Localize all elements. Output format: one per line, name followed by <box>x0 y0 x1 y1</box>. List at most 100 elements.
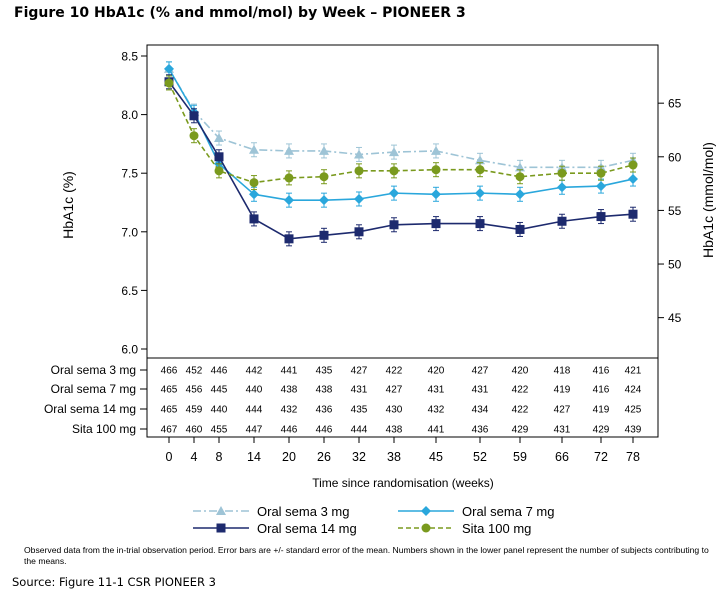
table-cell: 440 <box>246 385 263 396</box>
data-point <box>319 195 329 206</box>
data-point <box>475 219 485 229</box>
x-tick-label: 8 <box>216 450 223 464</box>
y-axis-left: 6.0 6.5 7.0 7.5 8.0 8.5 <box>121 50 147 357</box>
x-tick-label: 26 <box>317 450 331 464</box>
data-point <box>214 166 224 176</box>
data-point <box>214 133 224 143</box>
data-point <box>515 224 525 234</box>
table-cell: 441 <box>428 425 445 436</box>
y-tick-label: 7.5 <box>121 167 138 181</box>
data-point <box>319 145 329 155</box>
table-cell: 419 <box>593 405 610 416</box>
y2-tick-label: 50 <box>668 258 682 272</box>
table-cell: 466 <box>161 366 178 377</box>
plot-border <box>146 44 659 438</box>
x-tick-label: 38 <box>387 450 401 464</box>
y2-axis-label: HbA1c (mmol/mol) <box>700 142 716 258</box>
source-note: Source: Figure 11-1 CSR PIONEER 3 <box>12 575 217 589</box>
x-tick-label: 14 <box>247 450 261 464</box>
data-point <box>557 168 567 178</box>
y-tick-label: 6.0 <box>121 343 138 357</box>
data-point <box>249 178 259 188</box>
data-point <box>515 172 525 182</box>
subjects-table: Oral sema 3 mg 466 452 446 442 441 435 427 422 42… <box>44 363 642 436</box>
table-cell: 438 <box>281 385 298 396</box>
legend-marker <box>216 506 226 515</box>
data-point <box>249 144 259 154</box>
table-cell: 432 <box>281 405 298 416</box>
x-tick-label: 32 <box>352 450 366 464</box>
table-cell: 447 <box>246 425 263 436</box>
table-cell: 465 <box>161 385 178 396</box>
data-point <box>189 131 199 141</box>
data-point <box>475 155 485 165</box>
table-row-label: Oral sema 3 mg <box>51 363 136 377</box>
data-point <box>249 214 259 224</box>
x-tick-label: 72 <box>594 450 608 464</box>
table-cell: 465 <box>161 405 178 416</box>
table-cell: 452 <box>186 366 203 377</box>
data-point <box>354 166 364 176</box>
data-point <box>389 220 399 230</box>
table-cell: 435 <box>316 366 333 377</box>
legend-item: Sita 100 mg <box>398 521 531 536</box>
table-cell: 416 <box>593 385 610 396</box>
data-point <box>249 189 259 200</box>
series-sita-100-mg <box>164 75 638 191</box>
table-cell: 431 <box>554 425 571 436</box>
data-point <box>596 212 606 222</box>
table-cell: 431 <box>428 385 445 396</box>
data-point <box>431 189 441 200</box>
y-axis-right: 45 50 55 60 65 <box>658 97 682 325</box>
table-cell: 429 <box>512 425 529 436</box>
x-tick-label: 0 <box>166 450 173 464</box>
table-cell: 438 <box>316 385 333 396</box>
x-tick-label: 45 <box>429 450 443 464</box>
table-cell: 429 <box>593 425 610 436</box>
data-point <box>354 149 364 159</box>
table-cell: 444 <box>246 405 263 416</box>
table-cell: 434 <box>472 405 489 416</box>
x-axis: 0 4 8 14 20 26 32 38 45 52 59 66 72 78 <box>166 437 640 464</box>
x-tick-label: 59 <box>513 450 527 464</box>
table-cell: 445 <box>211 385 228 396</box>
data-point <box>284 234 294 244</box>
data-point <box>431 219 441 229</box>
legend-item: Oral sema 3 mg <box>193 504 349 519</box>
y-tick-label: 7.0 <box>121 225 138 239</box>
table-cell: 422 <box>512 385 529 396</box>
data-point <box>284 173 294 183</box>
data-point <box>475 165 485 175</box>
data-point <box>628 160 638 170</box>
x-tick-label: 4 <box>191 450 198 464</box>
data-point <box>628 209 638 219</box>
legend-label: Oral sema 7 mg <box>462 504 554 519</box>
data-point <box>475 188 485 199</box>
x-tick-label: 20 <box>282 450 296 464</box>
table-cell: 431 <box>351 385 368 396</box>
data-point <box>389 147 399 157</box>
legend-label: Sita 100 mg <box>462 521 531 536</box>
table-cell: 427 <box>386 385 403 396</box>
table-cell: 444 <box>351 425 368 436</box>
data-point <box>515 162 525 172</box>
data-point <box>284 195 294 206</box>
series-line <box>168 68 634 169</box>
legend-marker <box>216 523 226 533</box>
data-point <box>557 182 567 193</box>
table-cell: 427 <box>351 366 368 377</box>
table-cell: 459 <box>186 405 203 416</box>
table-cell: 432 <box>428 405 445 416</box>
table-cell: 430 <box>386 405 403 416</box>
y2-tick-label: 45 <box>668 311 682 325</box>
table-cell: 422 <box>512 405 529 416</box>
data-point <box>354 193 364 204</box>
data-point <box>515 189 525 200</box>
y-tick-label: 8.5 <box>121 50 138 64</box>
table-cell: 456 <box>186 385 203 396</box>
legend-marker <box>421 506 431 516</box>
y2-tick-label: 65 <box>668 97 682 111</box>
table-cell: 455 <box>211 425 228 436</box>
data-point <box>389 166 399 176</box>
